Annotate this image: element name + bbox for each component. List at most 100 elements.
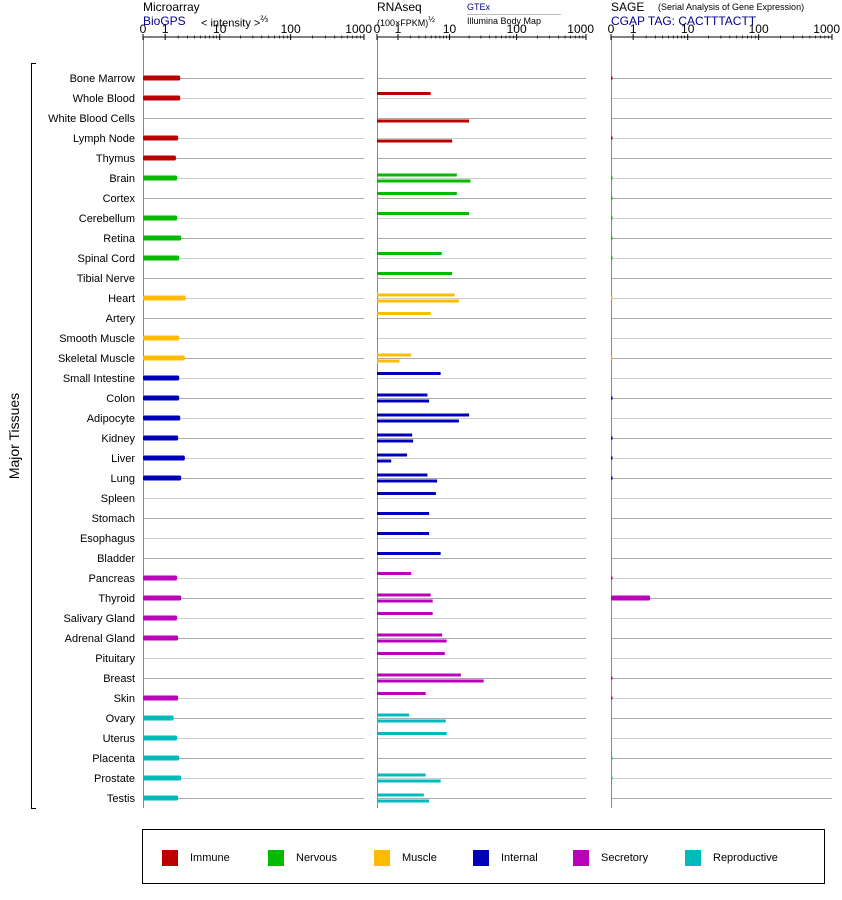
bar-gtex-kidney [377,433,413,437]
bar-microarray-small-intestine [143,375,180,381]
bar-microarray-thyroid [143,595,182,601]
legend: Immune Nervous Muscle Internal Secretory… [142,829,825,884]
bar-sage-liver [611,456,613,460]
tissue-label-testis: Testis [107,793,136,805]
bar-ibm-kidney [377,439,414,443]
tissue-label-uterus: Uterus [103,733,136,745]
tissue-label-colon: Colon [106,393,135,405]
legend-label-internal: Internal [501,852,538,864]
rnaseq-source-ibm: Illumina Body Map [467,16,542,26]
bar-ibm-thyroid [377,599,433,603]
bar-sage-colon [611,396,613,400]
bar-microarray-lymph-node [143,135,179,141]
bar-sage-bone-marrow [611,76,613,80]
bar-microarray-prostate [143,775,182,781]
tissue-label-spleen: Spleen [101,493,135,505]
tissue-label-thymus: Thymus [96,153,136,165]
tissue-label-bladder: Bladder [97,553,135,565]
tissue-labels: Bone Marrow Whole Blood White Blood Cells L… [48,73,136,805]
microarray-tick-label: 0 [140,22,147,36]
bar-microarray-bone-marrow [143,75,181,81]
bar-sage-prostate [611,776,613,780]
tissue-label-brain: Brain [109,173,135,185]
bar-microarray-testis [143,795,179,801]
tissue-label-skin: Skin [114,693,135,705]
bar-gtex-liver [377,453,408,457]
legend-swatch-internal [473,850,489,866]
bar-sage-thyroid [611,595,651,601]
bar-sage-lymph-node [611,136,613,140]
bar-sage-spinal-cord [611,256,613,260]
tissue-label-cortex: Cortex [103,193,136,205]
bar-ibm-white-blood-cells [377,119,470,123]
legend-label-reproductive: Reproductive [713,852,778,864]
tissue-label-thyroid: Thyroid [98,593,135,605]
bar-microarray-kidney [143,435,179,441]
legend-item-muscle: Muscle [374,849,437,867]
tissue-label-heart: Heart [108,293,135,305]
legend-label-muscle: Muscle [402,852,437,864]
tissue-label-pancreas: Pancreas [89,573,136,585]
bar-microarray-skeletal-muscle [143,355,185,361]
bar-sage-lung [611,476,613,480]
bar-ibm-lung [377,479,438,483]
tissue-label-bone-marrow: Bone Marrow [70,73,135,85]
bar-ibm-breast [377,679,484,683]
bar-sage-brain [611,176,613,180]
bar-gtex-tibial-nerve [377,272,453,275]
tissue-label-adipocyte: Adipocyte [87,413,135,425]
tissue-label-kidney: Kidney [101,433,135,445]
tissue-label-skeletal-muscle: Skeletal Muscle [58,353,135,365]
tissue-label-spinal-cord: Spinal Cord [78,253,135,265]
bar-microarray-spinal-cord [143,255,180,261]
bar-gtex-uterus [377,732,447,735]
rnaseq-unit-exponent: ½ [428,15,435,24]
bar-ibm-colon [377,399,430,403]
bar-gtex-ovary [377,713,410,717]
sage-tick-label: 1000 [813,22,840,36]
microarray-tick-label: 100 [281,22,301,36]
bar-microarray-cerebellum [143,215,178,221]
bar-gtex-small-intestine [377,372,441,375]
sage-title: SAGE [611,0,645,14]
bar-gtex-stomach [377,512,430,515]
microarray-tick-label: 10 [213,22,227,36]
legend-label-secretory: Secretory [601,852,649,864]
bar-microarray-placenta [143,755,180,761]
bar-microarray-ovary [143,715,174,721]
bar-microarray-pancreas [143,575,178,581]
bar-microarray-uterus [143,735,178,741]
legend-item-secretory: Secretory [573,849,648,867]
microarray-unit-text: < intensity > [201,17,261,30]
sage-tag: CGAP TAG: CACTTTACTT [611,14,757,28]
microarray-unit-exponent: ⅔ [260,14,268,24]
bar-microarray-skin [143,695,179,701]
bar-microarray-thymus [143,155,176,161]
bar-microarray-adipocyte [143,415,181,421]
legend-label-immune: Immune [190,852,230,864]
axes: 0 1 10 100 1000 0 1 10 100 1000 0 1 10 100 1000 [140,22,840,808]
tissue-label-liver: Liver [111,453,135,465]
tissue-label-white-blood-cells: White Blood Cells [48,113,135,125]
bar-gtex-pituitary [377,652,445,655]
sage-subtitle: (Serial Analysis of Gene Expression) [658,2,805,12]
bar-microarray-adrenal-gland [143,635,179,641]
legend-swatch-secretory [573,850,589,866]
legend-label-nervous: Nervous [296,852,337,864]
rnaseq-tick-label: 100 [507,22,527,36]
rnaseq-title: RNAseq [377,0,422,14]
major-tissues-label: Major Tissues [6,393,22,479]
bar-sage-cortex [611,196,613,200]
bar-ibm-adrenal-gland [377,639,447,643]
tissue-label-whole-blood: Whole Blood [73,93,135,105]
microarray-title: Microarray [143,0,200,14]
bar-microarray-brain [143,175,178,181]
tissue-label-retina: Retina [103,233,136,245]
bar-gtex-skin [377,692,426,695]
legend-item-reproductive: Reproductive [685,849,778,867]
rnaseq-unit: (100×FPKM)½ [377,15,435,28]
bar-ibm-ovary [377,719,446,723]
bar-sage-kidney [611,436,613,440]
bar-gtex-brain [377,173,457,177]
